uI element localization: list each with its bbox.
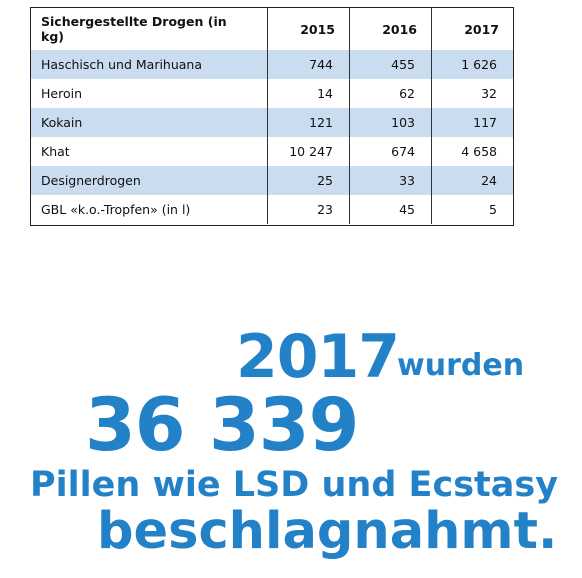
- header-2016: 2016: [348, 8, 432, 50]
- header-drug: Sichergestellte Drogen (in kg): [41, 14, 227, 44]
- headline-year: 2017: [236, 322, 400, 392]
- value-2016: 103: [348, 108, 432, 137]
- table-row: Khat 10 247 674 4 658: [31, 137, 513, 166]
- table-row: Kokain 121 103 117: [31, 108, 513, 137]
- value-2016: 45: [348, 195, 432, 224]
- headline-number: 36 339: [85, 383, 359, 468]
- value-2016: 674: [348, 137, 432, 166]
- drug-name: Khat: [41, 144, 70, 159]
- drug-name: GBL «k.o.-Tropfen» (in l): [41, 202, 191, 217]
- drug-name: Heroin: [41, 86, 82, 101]
- value-2015: 744: [266, 50, 350, 79]
- headline-line4: beschlagnahmt.: [97, 502, 558, 561]
- seized-drugs-table: Sichergestellte Drogen (in kg) 2015 2016…: [30, 7, 514, 226]
- value-2017: 1 626: [430, 50, 513, 79]
- value-2015: 121: [266, 108, 350, 137]
- value-2015: 10 247: [266, 137, 350, 166]
- headline-word: wurden: [397, 348, 525, 383]
- value-2015: 14: [266, 79, 350, 108]
- value-2017: 117: [430, 108, 513, 137]
- value-2017: 5: [430, 195, 513, 224]
- table-row: GBL «k.o.-Tropfen» (in l) 23 45 5: [31, 195, 513, 224]
- value-2017: 4 658: [430, 137, 513, 166]
- header-2017: 2017: [430, 8, 513, 50]
- value-2015: 23: [266, 195, 350, 224]
- value-2017: 24: [430, 166, 513, 195]
- value-2017: 32: [430, 79, 513, 108]
- headline-line3: Pillen wie LSD und Ecstasy: [30, 465, 559, 505]
- value-2016: 33: [348, 166, 432, 195]
- table-row: Heroin 14 62 32: [31, 79, 513, 108]
- table-row: Haschisch und Marihuana 744 455 1 626: [31, 50, 513, 79]
- header-2015: 2015: [266, 8, 350, 50]
- drug-name: Kokain: [31, 108, 268, 137]
- table-header-row: Sichergestellte Drogen (in kg) 2015 2016…: [31, 8, 513, 50]
- drug-name: Haschisch und Marihuana: [31, 50, 268, 79]
- value-2016: 62: [348, 79, 432, 108]
- value-2015: 25: [266, 166, 350, 195]
- drug-name: Designerdrogen: [31, 166, 268, 195]
- table-row: Designerdrogen 25 33 24: [31, 166, 513, 195]
- value-2016: 455: [348, 50, 432, 79]
